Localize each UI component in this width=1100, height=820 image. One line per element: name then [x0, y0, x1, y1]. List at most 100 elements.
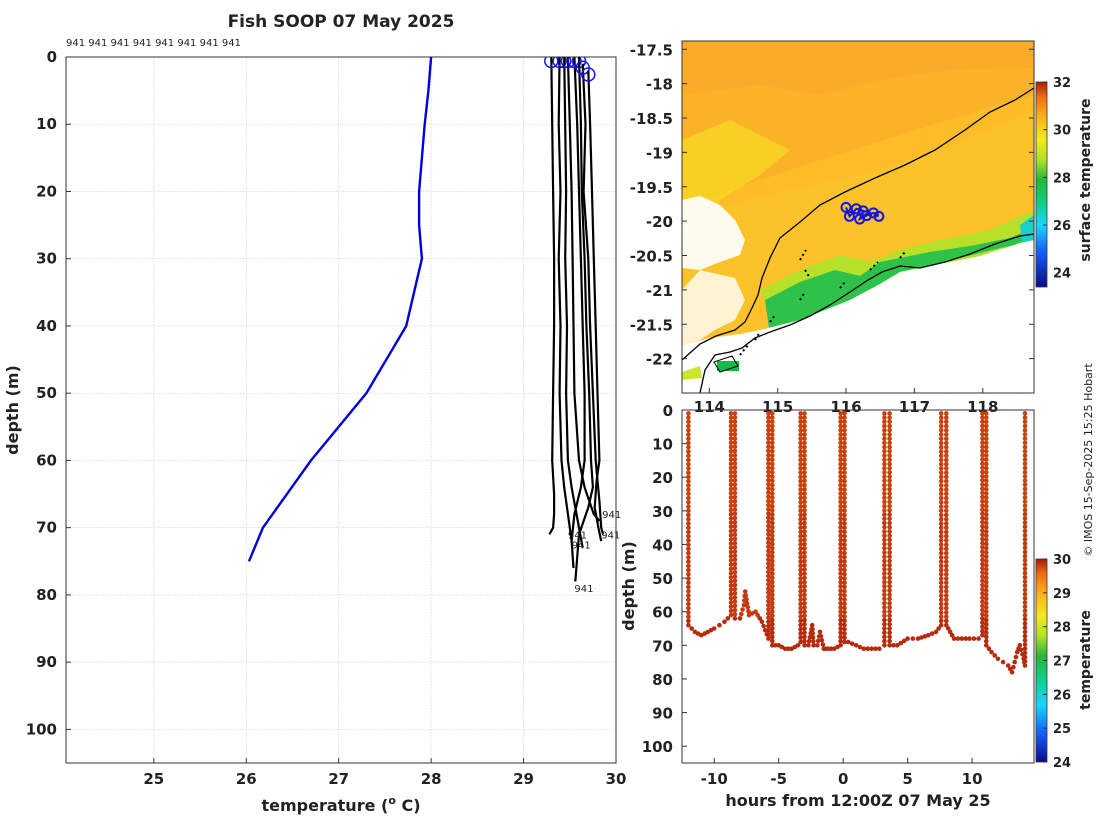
- ts-data-point: [1022, 654, 1028, 660]
- ts-data-point: [887, 491, 892, 496]
- ts-data-point: [686, 415, 691, 420]
- ts-data-point: [980, 536, 985, 542]
- ts-data-point: [938, 529, 944, 535]
- ts-data-point: [773, 643, 778, 648]
- ts-data-point: [770, 508, 775, 513]
- ts-data-point: [905, 636, 910, 641]
- ts-data-point: [1022, 642, 1028, 647]
- ts-data-point: [944, 538, 949, 543]
- ts-data-point: [732, 545, 738, 550]
- ts-data-point: [802, 621, 807, 627]
- ts-data-point: [798, 538, 803, 543]
- ts-data-point: [984, 520, 989, 526]
- sst-patch-island: [717, 361, 739, 371]
- ts-data-point: [938, 597, 944, 602]
- ts-data-point: [766, 628, 771, 633]
- ts-data-point: [802, 474, 807, 479]
- ts-data-point: [944, 580, 949, 586]
- ts-data-point: [732, 490, 738, 496]
- ts-data-point: [980, 457, 985, 462]
- ts-data-point: [732, 532, 738, 537]
- ts-data-point: [798, 627, 803, 632]
- ts-data-point: [732, 549, 738, 554]
- ts-data-point: [842, 461, 847, 467]
- tag-profile-line: [548, 57, 556, 535]
- ts-data-point: [811, 643, 816, 648]
- ts-data-point: [1022, 474, 1028, 479]
- ts-data-point: [1011, 664, 1016, 670]
- ts-data-point: [842, 580, 847, 585]
- ts-data-point: [938, 512, 944, 518]
- ts-data-point: [798, 487, 803, 492]
- ts-data-point: [887, 508, 892, 513]
- ts-data-point: [984, 541, 989, 547]
- profile-xlabel-prefix: temperature (: [261, 796, 388, 815]
- ts-data-point: [802, 567, 807, 572]
- ts-data-point: [842, 453, 847, 459]
- ts-data-point: [798, 504, 803, 509]
- ts-data-point: [728, 415, 734, 420]
- ts-data-point: [686, 440, 691, 446]
- ts-data-point: [810, 635, 816, 640]
- ts-data-point: [882, 495, 887, 501]
- ts-data-point: [887, 579, 892, 585]
- ts-data-point: [984, 482, 989, 488]
- ts-data-point: [802, 520, 807, 526]
- ts-data-point: [938, 483, 944, 488]
- cloud-mask-west: [682, 196, 745, 270]
- profile-ytick-label: 90: [36, 653, 57, 671]
- ts-data-point: [686, 517, 691, 522]
- ts-data-point: [984, 478, 989, 484]
- ts-data-point: [842, 483, 847, 488]
- ts-data-point: [980, 423, 985, 429]
- ts-data-point: [980, 528, 985, 533]
- ts-data-point: [728, 507, 734, 513]
- ts-data-point: [798, 576, 803, 581]
- ts-data-point: [944, 622, 949, 628]
- ts-data-point: [1022, 625, 1028, 630]
- ts-data-point: [728, 457, 734, 462]
- ts-data-point: [887, 567, 892, 572]
- ts-data-point: [770, 558, 775, 564]
- ts-data-point: [686, 563, 691, 569]
- ts-data-point: [838, 423, 843, 429]
- ts-data-point: [802, 482, 807, 488]
- ts-data-point: [842, 559, 847, 564]
- ts-data-point: [766, 552, 771, 558]
- ts-data-point: [944, 601, 949, 607]
- ts-data-point: [887, 453, 892, 458]
- ts-data-point: [887, 436, 892, 442]
- temp-colorbar-tick-label: 29: [1053, 587, 1071, 602]
- ts-data-point: [728, 566, 734, 572]
- ts-data-point: [980, 519, 985, 525]
- ts-data-point: [1022, 520, 1028, 525]
- ts-data-point: [938, 550, 944, 556]
- ts-data-point: [887, 541, 892, 547]
- ts-data-point: [887, 621, 892, 627]
- ts-data-point: [838, 600, 843, 606]
- ts-data-point: [980, 436, 985, 441]
- ts-data-point: [798, 415, 803, 420]
- ts-data-point: [732, 411, 738, 416]
- ts-data-point: [737, 616, 743, 621]
- ts-data-point: [770, 512, 775, 517]
- profile-lines: [247, 57, 605, 582]
- ts-data-point: [686, 605, 691, 611]
- ts-data-point: [728, 511, 734, 517]
- ts-data-point: [882, 482, 887, 488]
- ts-data-point: [686, 508, 691, 514]
- ts-data-point: [1022, 524, 1028, 530]
- ts-data-point: [980, 595, 985, 600]
- ts-data-point: [766, 636, 771, 641]
- ts-data-point: [882, 419, 887, 425]
- ts-data-point: [798, 563, 803, 569]
- ts-data-point: [938, 525, 944, 530]
- ts-data-point: [795, 643, 801, 648]
- ts-data-point: [984, 596, 989, 602]
- ts-data-point: [938, 453, 944, 459]
- ts-data-point: [887, 550, 892, 555]
- map-ytick-label: -20: [646, 213, 673, 231]
- ts-data-point: [944, 415, 949, 420]
- ts-data-point: [802, 630, 807, 635]
- ts-data-point: [753, 609, 758, 614]
